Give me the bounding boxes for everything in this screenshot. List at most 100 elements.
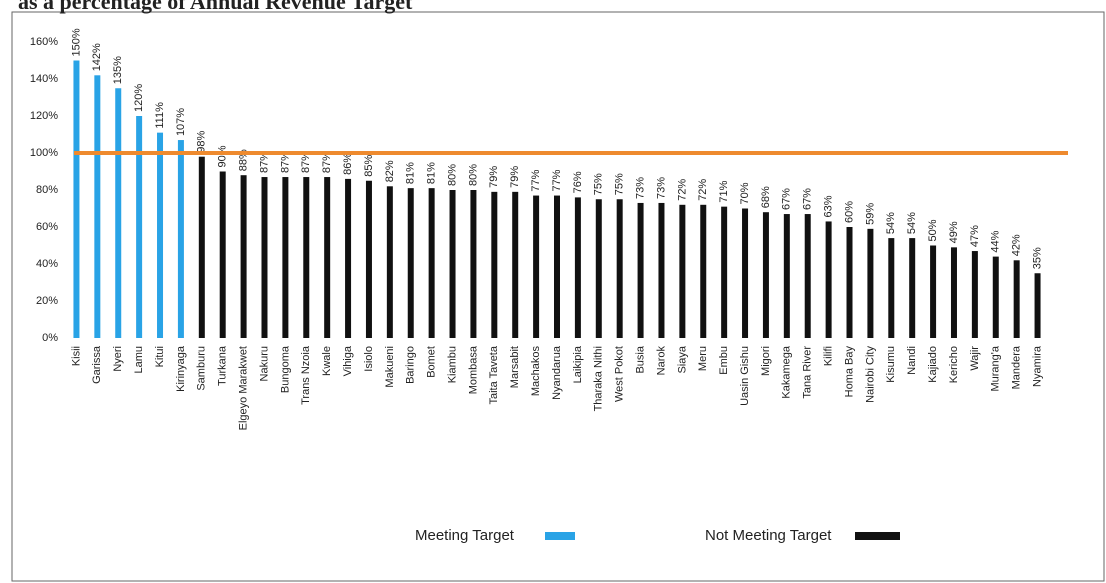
value-label: 87%	[300, 151, 312, 173]
bar	[470, 190, 477, 338]
value-label: 90%	[217, 145, 229, 167]
bar	[345, 178, 352, 338]
y-tick-label: 80%	[36, 184, 58, 196]
x-tick-label: Laikipia	[572, 345, 584, 383]
bar	[1034, 273, 1041, 338]
x-tick-label: Migori	[760, 346, 772, 376]
value-label: 81%	[426, 162, 438, 184]
x-tick-label: Mombasa	[467, 345, 479, 394]
value-label: 77%	[551, 169, 563, 191]
bar	[324, 177, 331, 338]
value-label: 59%	[864, 203, 876, 225]
x-tick-label: Samburu	[196, 346, 208, 391]
y-tick-label: 140%	[30, 73, 58, 85]
bar	[240, 175, 247, 338]
value-label: 72%	[676, 179, 688, 201]
bar	[846, 227, 853, 338]
value-label: 79%	[509, 166, 521, 188]
value-label: 85%	[363, 155, 375, 177]
x-tick-label: Vihiga	[342, 345, 354, 376]
value-label: 87%	[258, 151, 270, 173]
x-tick-label: Nakuru	[258, 346, 270, 381]
x-tick-label: Kitui	[154, 346, 166, 367]
bar	[616, 199, 623, 338]
value-label: 60%	[843, 201, 855, 223]
x-tick-label: Elgeyo Marakwet	[238, 346, 250, 430]
value-label: 68%	[760, 186, 772, 208]
x-tick-label: Kajiado	[927, 346, 939, 383]
bar	[888, 238, 895, 338]
value-label: 79%	[488, 166, 500, 188]
bar	[804, 214, 811, 338]
bar	[637, 202, 644, 338]
value-label: 71%	[718, 180, 730, 202]
value-label: 75%	[593, 173, 605, 195]
bar	[282, 177, 289, 338]
value-label: 73%	[655, 177, 667, 199]
bar	[574, 197, 581, 338]
x-tick-label: Nyeri	[112, 346, 124, 372]
value-label: 98%	[196, 130, 208, 152]
value-label: 76%	[572, 171, 584, 193]
chart-frame	[11, 11, 1105, 582]
x-tick-label: Lamu	[133, 346, 145, 374]
x-tick-label: Bungoma	[279, 345, 291, 393]
y-tick-label: 40%	[36, 258, 58, 270]
value-label: 50%	[927, 219, 939, 241]
bar	[721, 206, 728, 338]
x-tick-label: Machakos	[530, 346, 542, 397]
x-tick-label: Kiambu	[446, 346, 458, 383]
value-label: 72%	[697, 179, 709, 201]
value-label: 54%	[906, 212, 918, 234]
y-tick-label: 120%	[30, 110, 58, 122]
x-tick-label: Nandi	[906, 346, 918, 375]
value-label: 150%	[70, 28, 82, 56]
x-tick-label: Siaya	[676, 345, 688, 373]
x-tick-label: Homa Bay	[843, 346, 855, 398]
bar	[909, 238, 916, 338]
value-label: 80%	[446, 164, 458, 186]
value-label: 44%	[990, 230, 1002, 252]
bar	[658, 202, 665, 338]
value-label: 42%	[1011, 234, 1023, 256]
bar	[783, 214, 790, 338]
x-tick-label: Nyamira	[1031, 345, 1043, 387]
bar	[512, 191, 519, 338]
value-label: 82%	[384, 160, 396, 182]
x-tick-label: Trans Nzoia	[300, 345, 312, 405]
value-label: 54%	[885, 212, 897, 234]
legend-label: Meeting Target	[415, 527, 515, 544]
bar	[1013, 260, 1020, 338]
value-label: 81%	[405, 162, 417, 184]
bar	[992, 256, 999, 338]
bar	[136, 116, 143, 338]
bar	[115, 88, 122, 338]
bar	[762, 212, 769, 338]
x-tick-label: Isiolo	[363, 346, 375, 372]
bar	[261, 177, 268, 338]
value-label: 111%	[154, 102, 166, 129]
bar	[950, 247, 957, 338]
bar	[428, 188, 435, 338]
x-tick-label: Kwale	[321, 346, 333, 376]
value-label: 49%	[948, 221, 960, 243]
value-label: 47%	[969, 225, 981, 247]
bar	[491, 191, 498, 338]
bar	[407, 188, 414, 338]
bar	[219, 171, 226, 338]
x-tick-label: Narok	[655, 346, 667, 376]
bar	[198, 156, 205, 338]
x-tick-label: Kisii	[70, 346, 82, 366]
x-tick-label: Kirinyaga	[175, 345, 187, 392]
bar	[177, 140, 184, 338]
x-tick-label: Wajir	[969, 346, 981, 371]
bar	[365, 180, 372, 338]
y-tick-label: 0%	[42, 332, 58, 344]
x-tick-label: Embu	[718, 346, 730, 375]
bar	[679, 204, 686, 338]
bar	[700, 204, 707, 338]
value-label: 77%	[530, 169, 542, 191]
y-tick-label: 20%	[36, 295, 58, 307]
y-tick-label: 160%	[30, 36, 58, 48]
